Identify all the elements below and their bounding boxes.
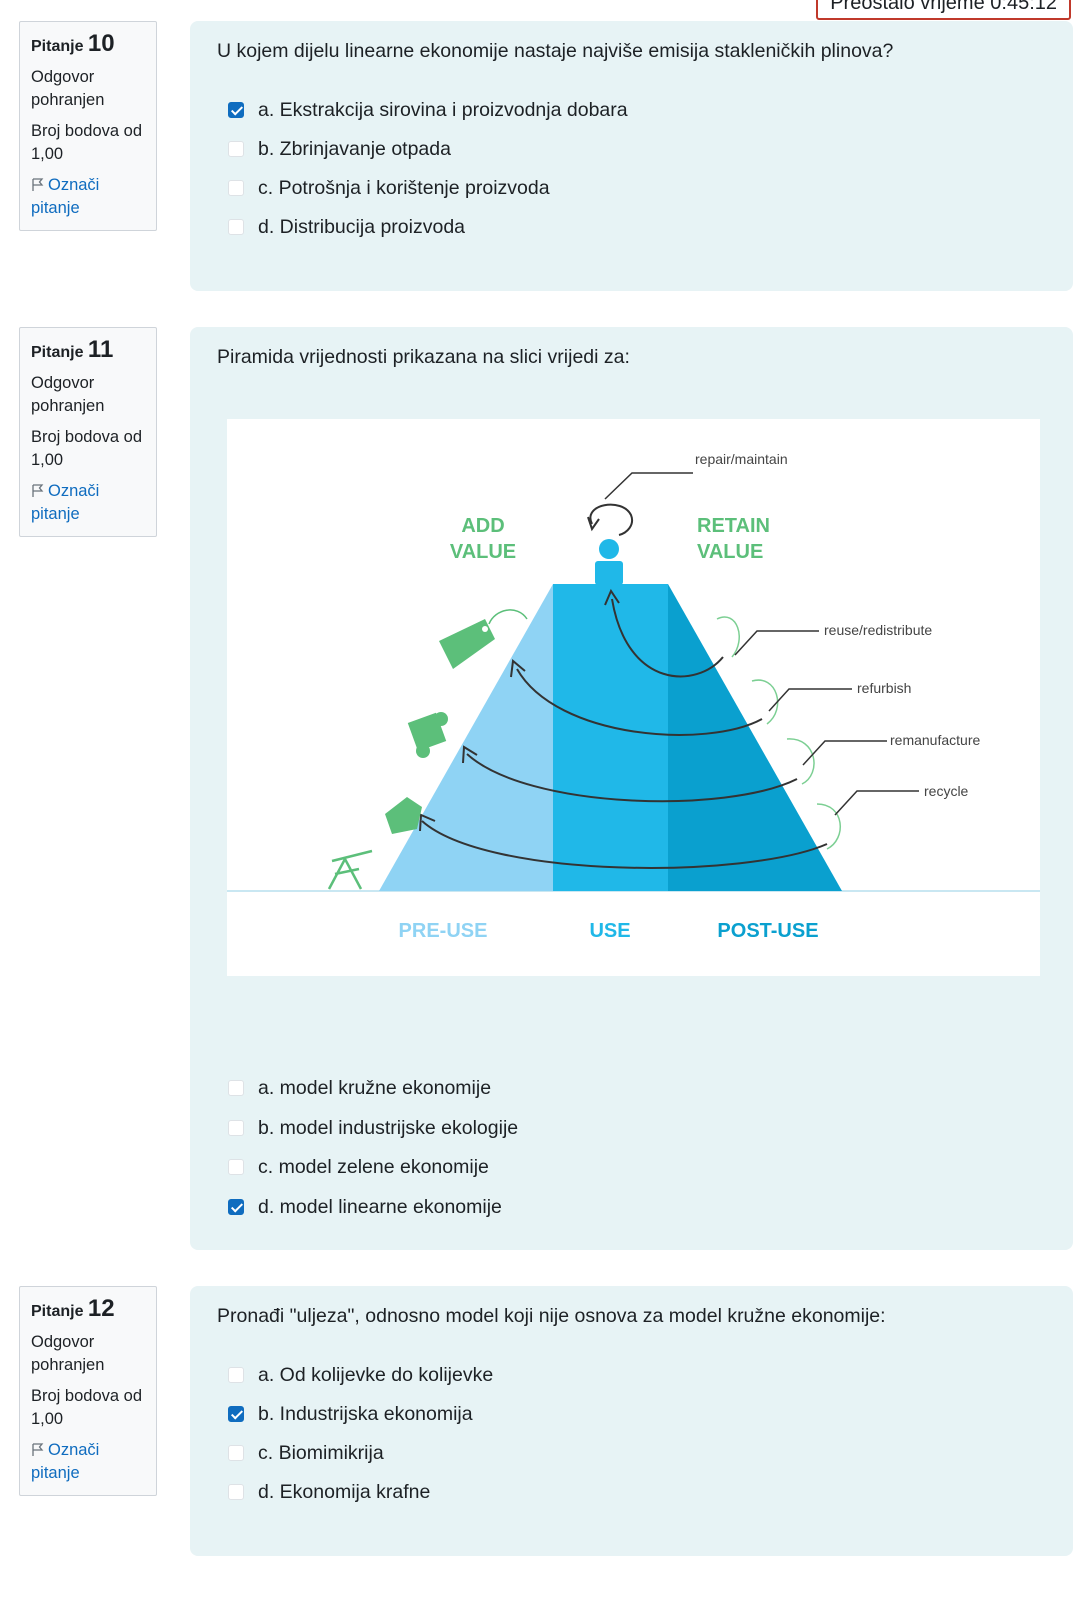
checkbox[interactable] — [228, 1445, 244, 1461]
pyramid-post-use — [668, 584, 842, 891]
question-info-11: Pitanje 11 Odgovor pohranjen Broj bodova… — [19, 327, 157, 537]
add-value-label-line1: ADD — [461, 515, 504, 537]
flag-question-link[interactable]: Označi pitanje — [31, 1441, 100, 1482]
flag-question-link[interactable]: Označi pitanje — [31, 176, 100, 217]
answer-option-c[interactable]: c. Potrošnja i korištenje proizvoda — [228, 176, 550, 200]
question-number: Pitanje 10 — [31, 30, 115, 57]
answer-option-a[interactable]: a. Od kolijevke do kolijevke — [228, 1363, 493, 1387]
flag-icon — [32, 1443, 44, 1456]
arrow-recycle — [421, 820, 828, 869]
checkbox[interactable] — [228, 102, 244, 118]
arrow-remanufacture — [466, 753, 798, 803]
answer-option-b[interactable]: b. Industrijska ekonomija — [228, 1402, 473, 1426]
answer-option-a[interactable]: a. Ekstrakcija sirovina i proizvodnja do… — [228, 98, 628, 122]
checkbox[interactable] — [228, 1080, 244, 1096]
checkbox[interactable] — [228, 219, 244, 235]
oil-pump-icon — [327, 849, 373, 890]
timer: Preostalo vrijeme 0:45:12 — [816, 0, 1071, 20]
remanufacture-label: remanufacture — [890, 732, 980, 748]
question-text: Pronađi "uljeza", odnosno model koji nij… — [217, 1305, 886, 1327]
checkbox[interactable] — [228, 1199, 244, 1215]
question-number: Pitanje 12 — [31, 1295, 115, 1322]
value-pyramid-image: ADD VALUE RETAIN VALUE repair/maintain r… — [227, 451, 1040, 942]
use-label: USE — [589, 920, 630, 942]
question-grade: Broj bodova od 1,00 — [31, 428, 142, 469]
checkbox[interactable] — [228, 1120, 244, 1136]
checkbox[interactable] — [228, 1484, 244, 1500]
question-info-12: Pitanje 12 Odgovor pohranjen Broj bodova… — [19, 1286, 157, 1496]
repair-label: repair/maintain — [695, 451, 788, 467]
checkbox[interactable] — [228, 1159, 244, 1175]
flag-icon — [32, 178, 44, 191]
flag-icon — [32, 484, 44, 497]
price-tag-icon — [439, 609, 528, 669]
hand-icon — [385, 797, 422, 834]
recycle-label: recycle — [924, 783, 969, 799]
pre-use-label: PRE-USE — [399, 920, 488, 942]
answer-option-d[interactable]: d. Ekonomija krafne — [228, 1480, 430, 1504]
question-content-12: Pronađi "uljeza", odnosno model koji nij… — [190, 1286, 1073, 1556]
retain-value-label-line1: RETAIN — [697, 515, 770, 537]
puzzle-piece-icon — [407, 712, 448, 758]
checkbox[interactable] — [228, 1367, 244, 1383]
retain-value-label-line2: VALUE — [697, 541, 763, 563]
answer-option-c[interactable]: c. Biomimikrija — [228, 1441, 384, 1465]
answer-option-d[interactable]: d. Distribucija proizvoda — [228, 215, 465, 239]
post-use-label: POST-USE — [717, 920, 818, 942]
pyramid-pre-use — [379, 584, 553, 891]
question-info-10: Pitanje 10 Odgovor pohranjen Broj bodova… — [19, 21, 157, 231]
question-state: Odgovor pohranjen — [31, 1333, 105, 1374]
question-state: Odgovor pohranjen — [31, 68, 105, 109]
checkbox[interactable] — [228, 141, 244, 157]
repair-loop-icon — [589, 503, 633, 536]
arrow-reuse — [611, 598, 724, 678]
answer-option-b[interactable]: b. model industrijske ekologije — [228, 1116, 518, 1140]
answer-option-a[interactable]: a. model kružne ekonomije — [228, 1076, 491, 1100]
question-number: Pitanje 11 — [31, 336, 114, 363]
value-pyramid-figure: ADD VALUE RETAIN VALUE repair/maintain r… — [227, 419, 1040, 976]
question-grade: Broj bodova od 1,00 — [31, 1387, 142, 1428]
question-text: U kojem dijelu linearne ekonomije nastaj… — [217, 40, 894, 62]
pyramid-use — [553, 584, 668, 891]
add-value-label-line2: VALUE — [450, 541, 516, 563]
flag-question-link[interactable]: Označi pitanje — [31, 482, 100, 523]
question-content-10: U kojem dijelu linearne ekonomije nastaj… — [190, 21, 1073, 291]
question-text: Piramida vrijednosti prikazana na slici … — [217, 346, 630, 368]
question-content-11: Piramida vrijednosti prikazana na slici … — [190, 327, 1073, 1250]
person-icon — [595, 561, 623, 585]
checkbox[interactable] — [228, 1406, 244, 1422]
arrow-refurbish — [516, 668, 763, 736]
reuse-label: reuse/redistribute — [824, 622, 932, 638]
refurbish-label: refurbish — [857, 680, 911, 696]
answer-option-c[interactable]: c. model zelene ekonomije — [228, 1155, 489, 1179]
answer-option-b[interactable]: b. Zbrinjavanje otpada — [228, 137, 451, 161]
checkbox[interactable] — [228, 180, 244, 196]
question-grade: Broj bodova od 1,00 — [31, 122, 142, 163]
answer-option-d[interactable]: d. model linearne ekonomije — [228, 1195, 502, 1219]
question-state: Odgovor pohranjen — [31, 374, 105, 415]
